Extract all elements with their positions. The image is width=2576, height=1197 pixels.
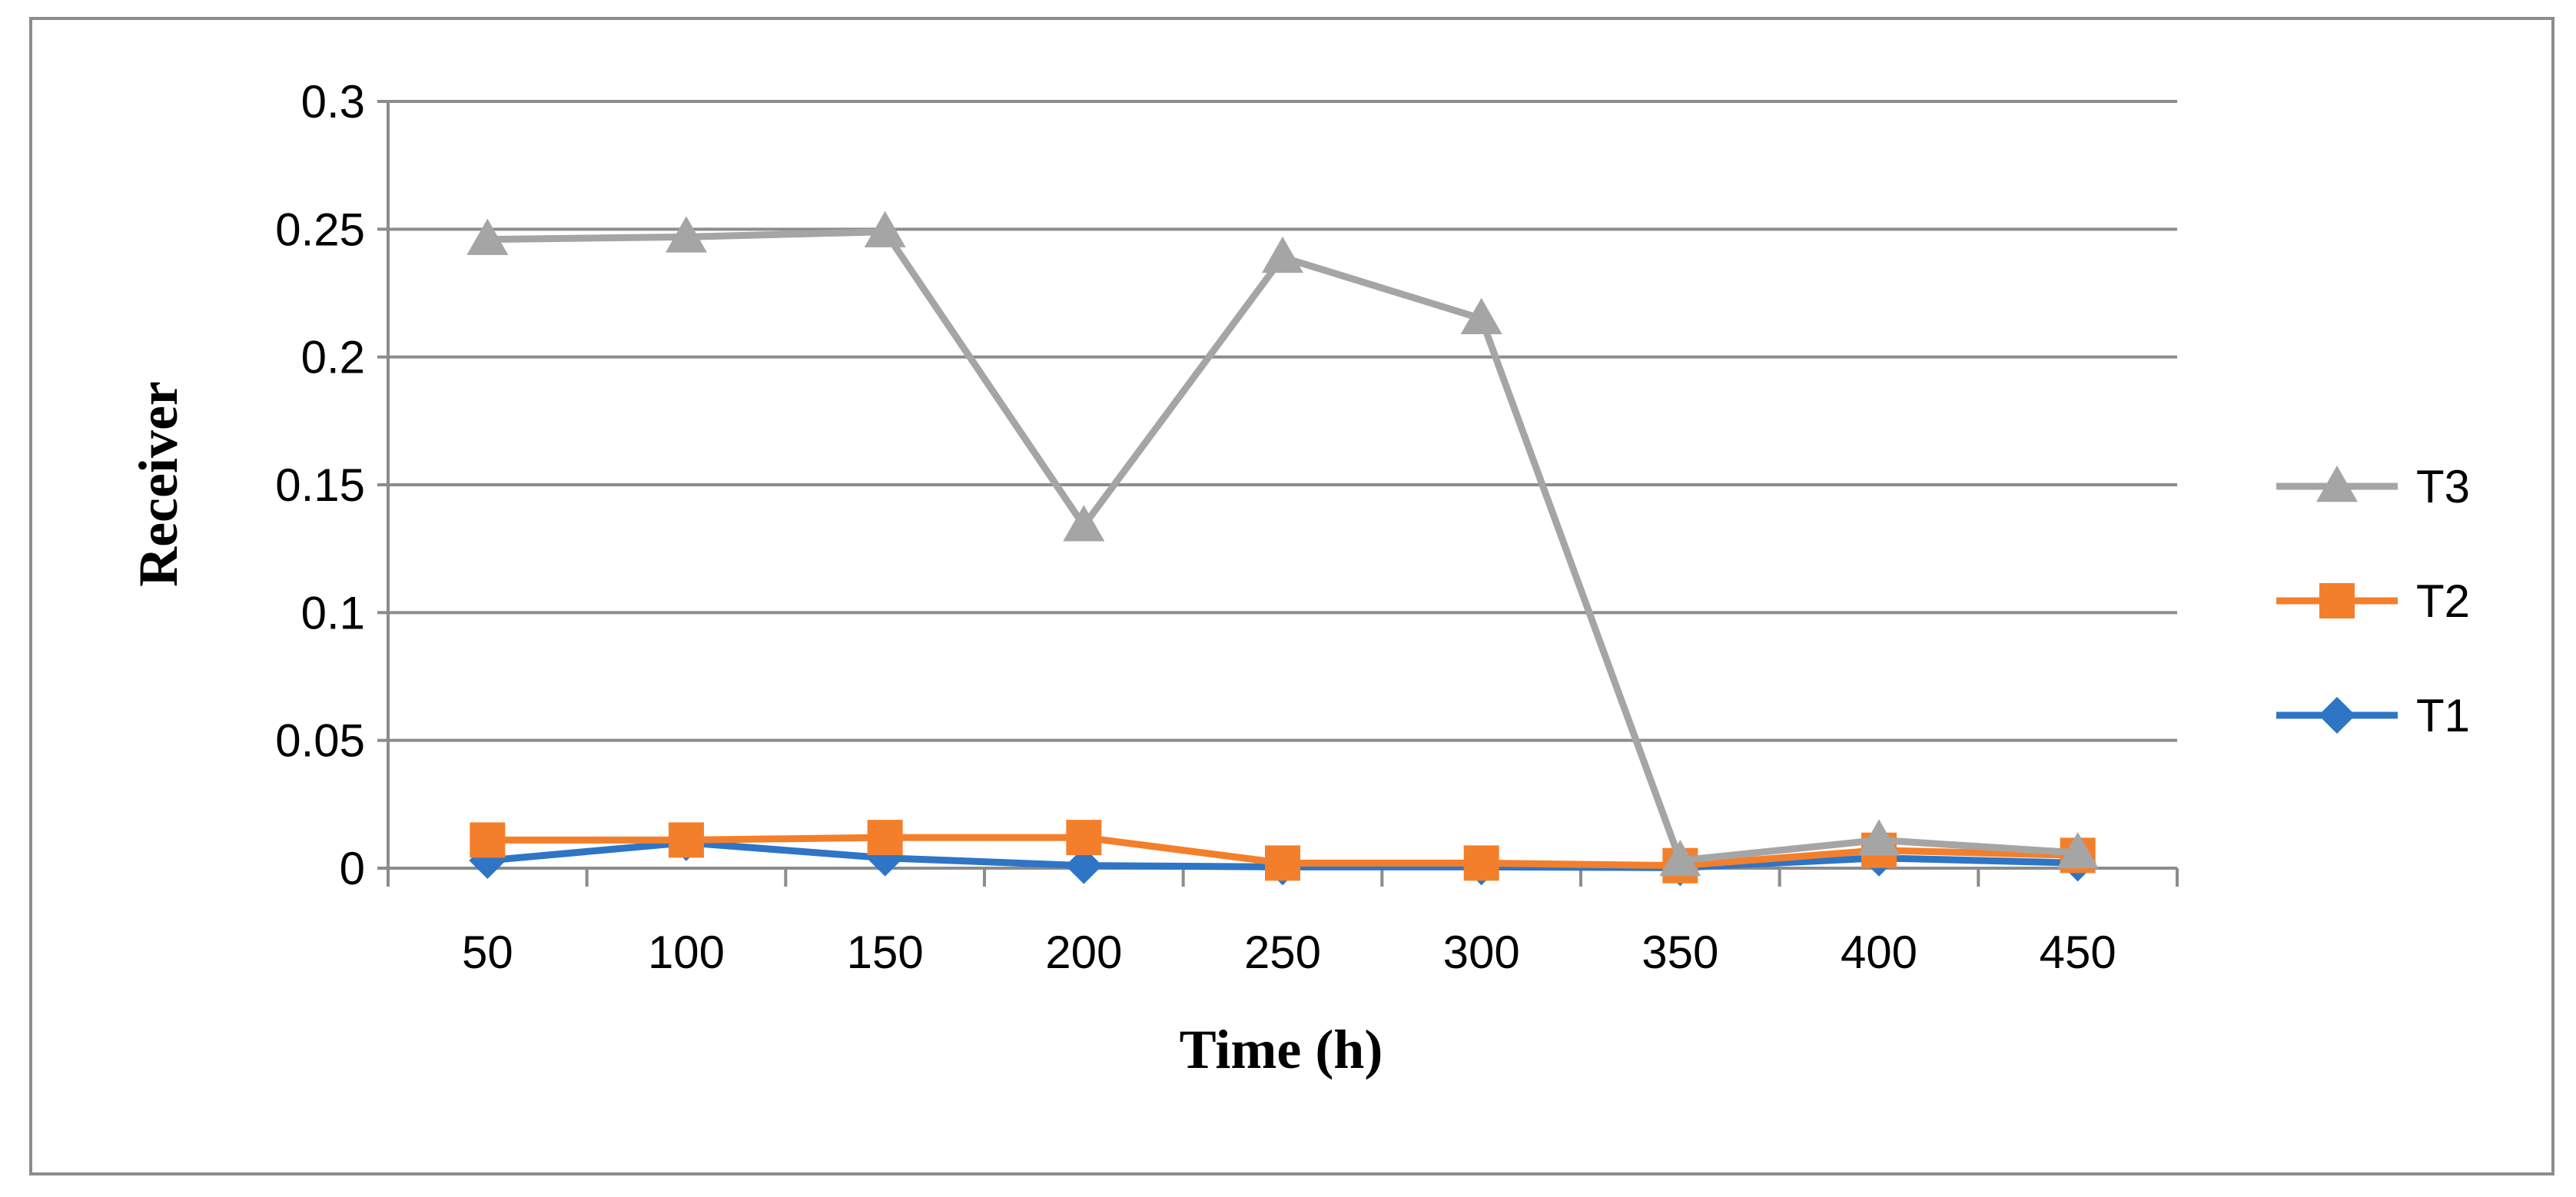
x-tick-label: 300 bbox=[1443, 927, 1520, 978]
y-tick-label: 0.15 bbox=[275, 459, 365, 511]
series-t2 bbox=[470, 820, 2096, 884]
y-tick-label: 0 bbox=[340, 843, 365, 894]
data-point-t3 bbox=[1858, 819, 1900, 856]
data-point-t3 bbox=[1262, 236, 1303, 274]
data-point-t3 bbox=[864, 211, 906, 247]
x-tick-label: 150 bbox=[847, 927, 924, 978]
x-tick-label: 50 bbox=[462, 927, 513, 978]
legend-marker-triangle bbox=[2316, 466, 2358, 502]
x-tick-label: 450 bbox=[2040, 927, 2116, 978]
data-point-t3 bbox=[466, 218, 509, 255]
data-point-t1 bbox=[1065, 847, 1103, 884]
data-point-t3 bbox=[666, 216, 707, 253]
x-tick-label: 100 bbox=[648, 927, 725, 978]
legend-label: T1 bbox=[2416, 690, 2470, 741]
x-axis-title: Time (h) bbox=[1180, 1019, 1383, 1080]
y-axis-title: Receiver bbox=[128, 381, 189, 587]
legend-marker-diamond bbox=[2319, 697, 2355, 734]
data-point-t2 bbox=[1463, 845, 1499, 881]
data-point-t2 bbox=[669, 822, 704, 858]
data-point-t2 bbox=[1066, 820, 1102, 856]
series-t3 bbox=[466, 211, 2099, 877]
data-point-t2 bbox=[470, 822, 506, 858]
y-tick-label: 0.05 bbox=[275, 715, 365, 767]
data-point-t3 bbox=[1063, 505, 1105, 542]
data-point-t3 bbox=[1460, 297, 1502, 335]
x-tick-label: 250 bbox=[1244, 927, 1321, 978]
axes bbox=[377, 100, 2179, 887]
x-tick-label: 350 bbox=[1642, 927, 1718, 978]
series-layer bbox=[466, 211, 2099, 887]
data-point-t2 bbox=[867, 820, 903, 856]
x-tick-label: 400 bbox=[1841, 927, 1917, 978]
y-tick-label: 0.3 bbox=[301, 76, 365, 128]
x-tick-label: 200 bbox=[1045, 927, 1122, 978]
legend: T3 T2 T1 bbox=[2276, 461, 2470, 741]
legend-marker-square bbox=[2319, 583, 2355, 618]
legend-label: T2 bbox=[2416, 575, 2470, 627]
legend-item-t2: T2 bbox=[2276, 575, 2470, 627]
legend-item-t3: T3 bbox=[2276, 461, 2470, 512]
y-tick-label: 0.25 bbox=[275, 204, 365, 255]
chart-frame bbox=[29, 17, 2554, 1175]
y-tick-label: 0.1 bbox=[301, 587, 365, 638]
data-point-t3 bbox=[1659, 840, 1701, 877]
gridlines bbox=[388, 100, 2177, 742]
series-line-t3 bbox=[487, 228, 2078, 864]
data-point-t3 bbox=[2056, 832, 2099, 869]
legend-label: T3 bbox=[2416, 461, 2470, 512]
data-point-t2 bbox=[1265, 845, 1300, 881]
tick-labels: 0 0.05 0.1 0.15 0.2 0.25 0.3 50 100 150 200 250 300 3… bbox=[275, 76, 2116, 978]
legend-item-t1: T1 bbox=[2276, 690, 2470, 741]
y-tick-label: 0.2 bbox=[301, 332, 365, 383]
